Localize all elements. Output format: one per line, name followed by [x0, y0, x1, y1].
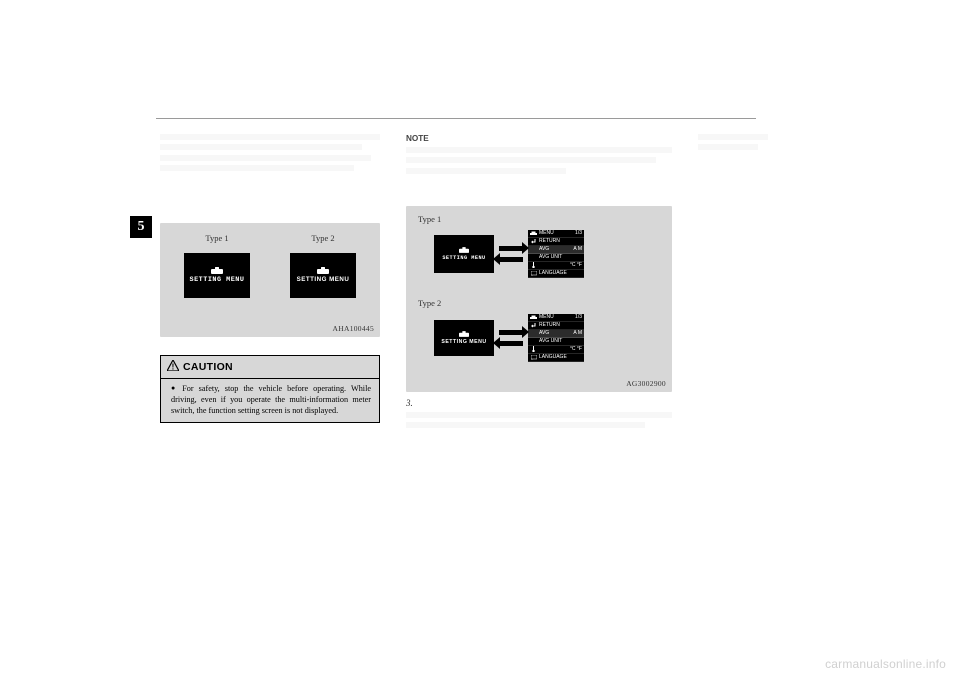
car-icon	[530, 315, 537, 320]
language-icon	[530, 271, 537, 276]
fig1-type2-label: Type 2	[311, 233, 334, 243]
column-1: Type 1 SETTING MENU Type 2	[160, 130, 380, 432]
display-type2-text: SETTING MENU	[297, 276, 350, 283]
content-columns: Type 1 SETTING MENU Type 2	[160, 130, 760, 432]
menu-avg-right: A M	[573, 330, 582, 336]
header-rule	[156, 118, 756, 119]
car-icon	[530, 231, 537, 236]
manual-page: 5 Type 1	[130, 130, 770, 550]
menu-header-label: MENU	[537, 314, 575, 320]
toolbox-icon	[434, 331, 494, 337]
fig2-display-type1: SETTING MENU	[434, 235, 494, 273]
watermark-text: carmanualsonline.info	[825, 657, 946, 671]
menu-row-avg: AVG A M	[528, 246, 584, 254]
menu-header-page: 1/3	[575, 314, 582, 320]
fig2-arrows-2	[494, 330, 528, 346]
fig1-pair: Type 1 SETTING MENU Type 2	[160, 233, 380, 298]
chapter-tab: 5	[130, 216, 152, 238]
fig2-row-type1: SETTING MENU MENU 1/3	[434, 230, 584, 278]
menu-row-header: MENU 1/3	[528, 230, 584, 238]
return-icon	[530, 238, 537, 244]
menu-row-language: LANGUAGE	[528, 270, 584, 278]
fig1-type1-label: Type 1	[205, 233, 228, 243]
col2-lead-ghost: NOTE	[406, 134, 672, 174]
menu-avg-label: AVG	[537, 330, 573, 336]
fig1-type1: Type 1 SETTING MENU	[184, 233, 250, 298]
toolbox-icon	[434, 247, 494, 253]
menu-row-temp: °C °F	[528, 262, 584, 270]
fig2-menu-type1: MENU 1/3 RETURN AVG A	[528, 230, 584, 278]
figure-setting-menu-types: Type 1 SETTING MENU Type 2	[160, 223, 380, 337]
menu-header-label: MENU	[537, 230, 575, 236]
menu-return-label: RETURN	[537, 322, 582, 328]
menu-row-avg: AVG A M	[528, 330, 584, 338]
caution-box: ! CAUTION For safety, stop the vehicle b…	[160, 355, 380, 424]
caution-body: For safety, stop the vehicle before oper…	[161, 379, 379, 423]
menu-avg-right: A M	[573, 246, 582, 252]
fig1-type2: Type 2 SETTING MENU	[290, 233, 356, 298]
fig2-type2-label: Type 2	[418, 298, 441, 308]
menu-row-return: RETURN	[528, 322, 584, 330]
toolbox-icon	[290, 267, 356, 274]
col3-ghost	[698, 134, 768, 150]
menu-row-language: LANGUAGE	[528, 354, 584, 362]
menu-language-label: LANGUAGE	[537, 270, 582, 276]
menu-return-label: RETURN	[537, 238, 582, 244]
step-3-hint: 3.	[406, 398, 672, 408]
menu-avgunit-label: AVG UNIT	[537, 254, 582, 260]
caution-title: CAUTION	[183, 361, 233, 373]
intro-text-ghost	[160, 134, 380, 171]
fig2-row-type2: SETTING MENU MENU 1/3	[434, 314, 584, 362]
caution-header: ! CAUTION	[161, 356, 379, 379]
menu-avgunit-label: AVG UNIT	[537, 338, 582, 344]
fig1-code: AHA100445	[333, 324, 374, 333]
menu-row-avgunit: AVG UNIT	[528, 338, 584, 346]
menu-row-temp: °C °F	[528, 346, 584, 354]
note-label: NOTE	[406, 134, 672, 143]
column-3	[698, 130, 768, 432]
thermometer-icon	[530, 346, 537, 352]
menu-temp-right: °C °F	[570, 346, 582, 352]
menu-language-label: LANGUAGE	[537, 354, 582, 360]
fig2-display-type2-text: SETTING MENU	[441, 339, 486, 345]
fig2-code: AG3002900	[626, 379, 666, 388]
left-spine: 5	[130, 124, 148, 544]
svg-text:!: !	[172, 362, 175, 371]
menu-row-header: MENU 1/3	[528, 314, 584, 322]
thermometer-icon	[530, 262, 537, 268]
fig2-menu-type2: MENU 1/3 RETURN AVG A	[528, 314, 584, 362]
figure-menu-transition: Type 1 SETTING MENU	[406, 206, 672, 392]
page-wrap: 5 Type 1	[0, 0, 960, 679]
arrow-right-icon	[499, 246, 523, 251]
display-type1-text: SETTING MENU	[190, 276, 245, 284]
arrow-right-icon	[499, 330, 523, 335]
fig2-display-type1-text: SETTING MENU	[442, 255, 485, 261]
menu-row-avgunit: AVG UNIT	[528, 254, 584, 262]
col2-tail-ghost	[406, 412, 672, 428]
display-type1: SETTING MENU	[184, 253, 250, 298]
arrow-left-icon	[499, 341, 523, 346]
caution-item-1: For safety, stop the vehicle before oper…	[171, 383, 371, 417]
fig2-arrows-1	[494, 246, 528, 262]
menu-row-return: RETURN	[528, 238, 584, 246]
menu-header-page: 1/3	[575, 230, 582, 236]
display-type2: SETTING MENU	[290, 253, 356, 298]
fig2-type1-label: Type 1	[418, 214, 441, 224]
warning-icon: !	[167, 358, 179, 376]
menu-avg-label: AVG	[537, 246, 573, 252]
arrow-left-icon	[499, 257, 523, 262]
return-icon	[530, 322, 537, 328]
language-icon	[530, 355, 537, 360]
toolbox-icon	[184, 267, 250, 274]
fig2-display-type2: SETTING MENU	[434, 320, 494, 356]
column-2: NOTE Type 1 SETTING MENU	[406, 130, 672, 432]
menu-temp-right: °C °F	[570, 262, 582, 268]
